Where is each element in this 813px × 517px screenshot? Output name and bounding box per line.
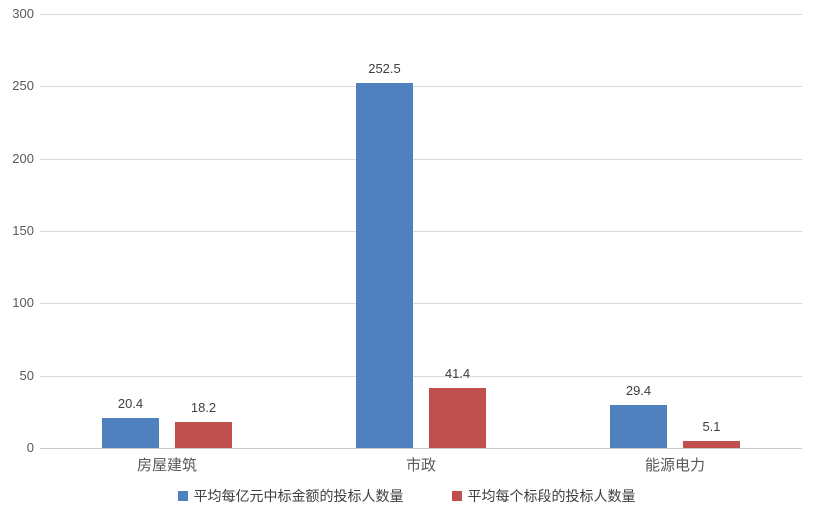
data-label: 252.5 [368,61,401,76]
bar-series-2-category-2 [429,388,486,448]
legend-item-series-1: 平均每亿元中标金额的投标人数量 [177,486,404,506]
x-axis-category-label: 能源电力 [644,457,705,474]
gridline [40,303,802,304]
legend-swatch-icon [177,491,188,501]
legend-label: 平均每个标段的投标人数量 [467,488,636,504]
legend-item-series-2: 平均每个标段的投标人数量 [451,486,636,506]
y-axis-tick-label: 200 [12,151,34,166]
y-axis-tick-label: 250 [12,78,34,93]
legend-label: 平均每亿元中标金额的投标人数量 [193,488,404,504]
gridline [40,376,802,377]
y-axis-tick-label: 300 [12,6,34,21]
data-label: 29.4 [625,383,652,398]
bar-series-1-category-1 [102,418,159,448]
x-axis-category-label: 房屋建筑 [136,457,197,474]
data-label: 18.2 [190,400,217,415]
legend: 平均每亿元中标金额的投标人数量 平均每个标段的投标人数量 [0,486,813,506]
bar-series-1-category-2 [356,83,413,448]
y-axis-tick-label: 100 [12,295,34,310]
data-label: 41.4 [444,366,471,381]
bar-series-2-category-3 [683,441,740,448]
legend-swatch-icon [451,491,462,501]
y-axis-tick-label: 50 [19,368,34,383]
gridline [40,14,802,15]
gridline [40,86,802,87]
x-axis-category-label: 市政 [405,457,436,474]
data-label: 20.4 [117,396,144,411]
bar-series-1-category-3 [610,405,667,448]
bar-series-2-category-1 [175,422,232,448]
data-label: 5.1 [702,419,721,434]
y-axis-tick-label: 0 [26,440,34,455]
y-axis-tick-label: 150 [12,223,34,238]
gridline [40,159,802,160]
gridline [40,231,802,232]
x-axis-line [40,448,802,449]
